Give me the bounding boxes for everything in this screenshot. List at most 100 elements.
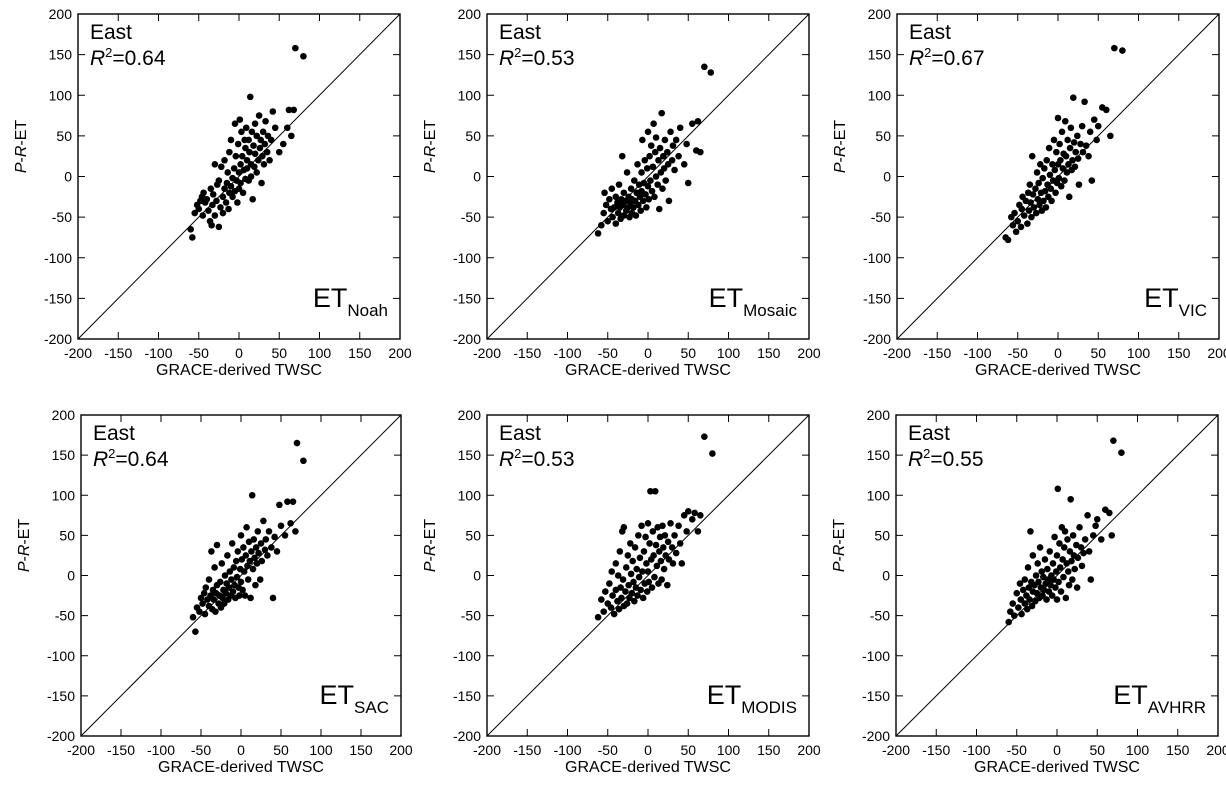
- data-point: [652, 541, 660, 549]
- data-point: [200, 189, 207, 197]
- y-tick-label: -150: [453, 290, 481, 306]
- chart-panel-1: -200 -150 -100 -50 0 50 100 150 200-200-150-100-…: [13, 6, 412, 379]
- data-point: [1064, 536, 1071, 543]
- y-tick-label: -200: [453, 728, 481, 744]
- y-axis-label-part: R: [831, 544, 848, 556]
- data-point: [221, 185, 228, 192]
- data-point: [1049, 161, 1056, 168]
- data-point: [1092, 522, 1099, 530]
- data-point: [606, 580, 613, 587]
- y-tick-label: 100: [49, 87, 73, 103]
- x-tick-label: -50: [1007, 742, 1027, 758]
- data-point: [650, 552, 657, 559]
- data-point: [672, 136, 680, 144]
- data-point: [637, 586, 645, 594]
- data-point: [644, 520, 652, 527]
- y-tick-label: 100: [868, 87, 892, 103]
- r-squared-value: =0.53: [521, 448, 574, 471]
- y-axis-label-part: P: [832, 162, 849, 173]
- data-point: [655, 548, 663, 555]
- y-tick-label: -150: [47, 688, 75, 704]
- chart-panel-2: -200 -150 -100 -50 0 50 100 150 200-200-150-100-…: [422, 6, 821, 379]
- y-axis-label: P-R-ET: [832, 120, 849, 174]
- x-tick-label: -150: [513, 742, 541, 758]
- data-point: [208, 221, 215, 229]
- x-tick-label: 100: [308, 345, 332, 361]
- data-point: [1059, 556, 1066, 563]
- r-squared-value: =0.55: [930, 448, 983, 471]
- data-point: [658, 109, 665, 117]
- data-point: [246, 148, 253, 156]
- data-point: [1068, 557, 1075, 565]
- data-point: [1027, 199, 1034, 206]
- data-point: [264, 552, 271, 559]
- data-point: [1081, 536, 1089, 543]
- data-point: [224, 552, 231, 559]
- data-point: [601, 189, 608, 197]
- x-tick-label: 100: [717, 742, 741, 758]
- x-tick-label: -50: [189, 345, 209, 361]
- data-point: [189, 613, 197, 621]
- data-point: [208, 548, 215, 555]
- y-axis-label-part: R: [422, 544, 439, 556]
- y-tick-label: 50: [465, 128, 481, 144]
- data-point: [235, 185, 243, 192]
- data-point: [1025, 584, 1033, 591]
- data-point: [664, 581, 671, 589]
- data-point: [259, 152, 266, 160]
- x-tick-label: 150: [1166, 742, 1190, 758]
- data-point: [1057, 588, 1065, 595]
- data-point: [594, 230, 602, 237]
- data-point: [1028, 602, 1036, 610]
- data-point: [649, 163, 657, 171]
- y-tick-label: 150: [52, 447, 76, 463]
- data-point: [1048, 197, 1055, 205]
- data-point: [1065, 193, 1073, 201]
- y-tick-label: -200: [47, 728, 75, 744]
- x-tick-label: 100: [309, 742, 333, 758]
- y-axis-label-part: -ET: [832, 120, 849, 146]
- data-point: [242, 552, 250, 559]
- data-point: [600, 209, 608, 217]
- y-tick-label: 50: [874, 527, 890, 543]
- model-label-base: ET: [709, 283, 744, 313]
- model-label-base: ET: [1144, 283, 1179, 313]
- data-point: [633, 565, 641, 573]
- data-point: [640, 548, 648, 555]
- chart-panel-6: -200 -150 -100 -50 0 50 100 150 200-200-150-100-…: [831, 407, 1226, 776]
- data-point: [636, 554, 644, 562]
- data-point: [639, 136, 646, 144]
- y-tick-label: -200: [453, 331, 481, 347]
- data-point: [219, 594, 226, 602]
- data-point: [1066, 144, 1074, 152]
- data-point: [1018, 205, 1026, 213]
- r-symbol: R: [499, 47, 514, 70]
- data-point: [608, 568, 616, 575]
- data-point: [1045, 144, 1053, 152]
- model-label: ETMosaic: [709, 283, 798, 320]
- data-point: [659, 152, 667, 160]
- data-point: [647, 177, 654, 184]
- data-point: [1088, 177, 1096, 184]
- data-point: [645, 195, 653, 203]
- data-point: [220, 600, 228, 607]
- y-tick-label: 0: [473, 568, 481, 584]
- data-point: [237, 532, 245, 539]
- data-point: [1021, 576, 1029, 583]
- data-point: [598, 221, 605, 229]
- data-point: [201, 610, 209, 618]
- data-point: [1033, 169, 1041, 176]
- y-tick-label: -150: [863, 290, 891, 306]
- data-point: [1065, 581, 1073, 589]
- data-point: [612, 560, 620, 567]
- data-point: [1058, 128, 1066, 136]
- y-tick-label: 150: [49, 47, 73, 63]
- data-point: [634, 161, 641, 168]
- data-point: [205, 576, 213, 583]
- data-point: [203, 195, 211, 203]
- data-point: [1046, 548, 1054, 555]
- data-point: [231, 120, 239, 127]
- x-tick-label: 0: [235, 345, 243, 361]
- r-superscript: 2: [105, 45, 112, 60]
- y-tick-label: 200: [52, 407, 76, 423]
